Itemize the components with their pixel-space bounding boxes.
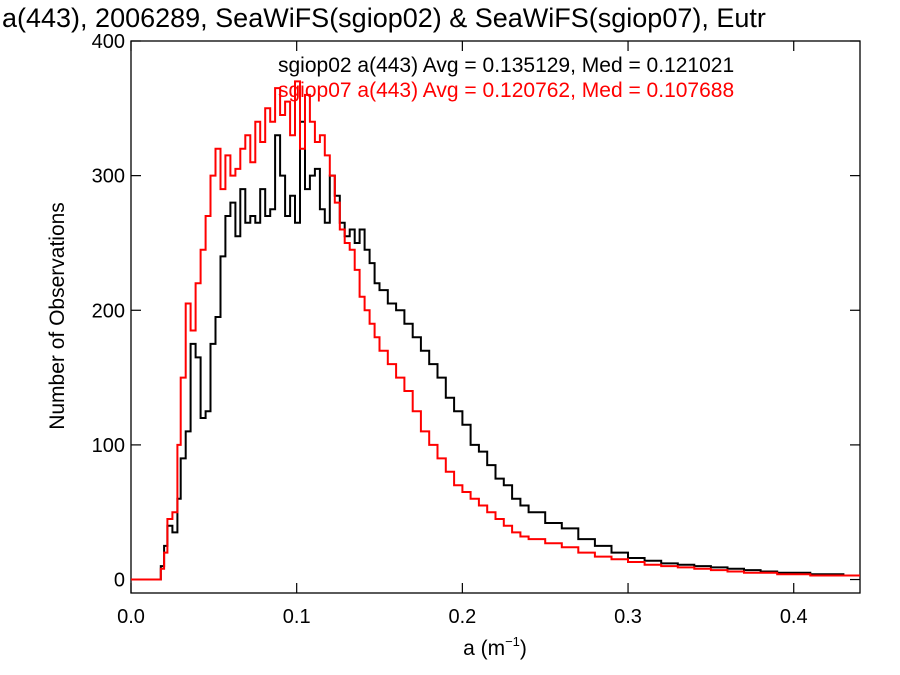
y-tick-label: 100 — [92, 435, 125, 457]
x-tick-label: 0.1 — [283, 606, 311, 628]
y-tick-label: 200 — [92, 300, 125, 322]
x-axis-label-base: a (m — [463, 637, 505, 660]
x-tick-label: 0.4 — [780, 606, 808, 628]
x-axis-label: a (m−1) — [463, 634, 527, 660]
y-tick-label: 300 — [92, 166, 125, 188]
x-axis-label-close: ) — [520, 637, 527, 660]
x-tick-label: 0.0 — [117, 606, 145, 628]
chart-title: a(443), 2006289, SeaWiFS(sgiop02) & SeaW… — [2, 3, 766, 33]
y-axis-label: Number of Observations — [46, 202, 69, 430]
y-tick-label: 400 — [92, 31, 125, 53]
annotation-sgiop07: sgiop07 a(443) Avg = 0.120762, Med = 0.1… — [278, 79, 734, 102]
series-line-sgiop02 — [131, 120, 860, 581]
y-tick-label: 0 — [114, 570, 125, 592]
y-axis: 0 100 200 300 400 — [92, 31, 860, 592]
x-tick-label: 0.2 — [448, 606, 476, 628]
series-group — [131, 80, 860, 581]
plot-frame — [130, 40, 861, 594]
annotation-sgiop02: sgiop02 a(443) Avg = 0.135129, Med = 0.1… — [278, 54, 734, 77]
x-axis-label-sup: −1 — [505, 634, 520, 649]
x-tick-label: 0.3 — [614, 606, 642, 628]
x-axis: 0.0 0.1 0.2 0.3 0.4 — [117, 41, 808, 628]
series-line-sgiop07 — [131, 80, 860, 581]
